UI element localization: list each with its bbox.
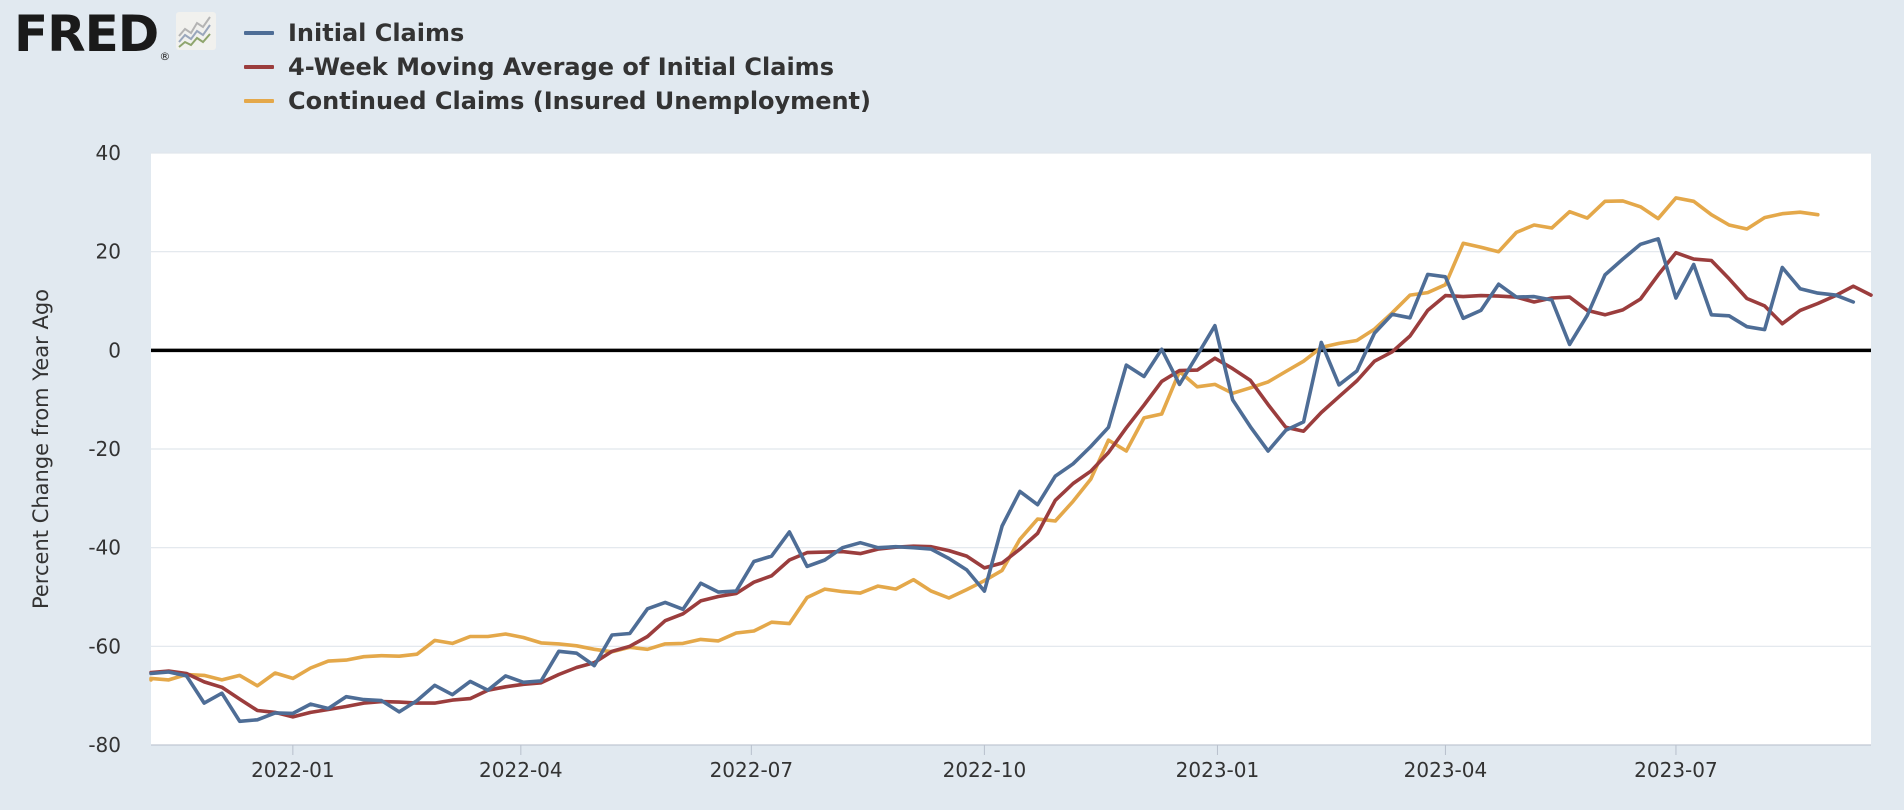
legend-swatch xyxy=(244,31,274,35)
y-tick-label: -60 xyxy=(88,634,121,658)
registered-mark: ® xyxy=(159,50,171,63)
fred-logo-text: FRED xyxy=(14,5,159,63)
fred-chart-icon xyxy=(176,12,217,54)
chart-legend: Initial Claims 4-Week Moving Average of … xyxy=(244,16,871,118)
y-axis-ticks: 40 20 0 -20 -40 -60 -80 xyxy=(88,141,121,757)
y-tick-label: 20 xyxy=(96,240,121,264)
legend-swatch xyxy=(244,65,274,69)
legend-item-4-week-average[interactable]: 4-Week Moving Average of Initial Claims xyxy=(244,50,871,84)
series-layer xyxy=(149,196,1873,724)
legend-label: Continued Claims (Insured Unemployment) xyxy=(288,87,871,115)
chart-header: FRED ® Initial Claims 4-Week Moving Aver… xyxy=(0,0,1904,130)
legend-item-continued-claims[interactable]: Continued Claims (Insured Unemployment) xyxy=(244,84,871,118)
series-line-initial-claims xyxy=(149,237,1856,724)
x-tick-label: 2023-07 xyxy=(1634,758,1718,782)
y-tick-label: 0 xyxy=(108,338,121,362)
y-axis-label: Percent Change from Year Ago xyxy=(29,289,53,609)
x-tick-label: 2023-01 xyxy=(1176,758,1260,782)
x-axis-ticks: 2022-01 2022-04 2022-07 2022-10 2023-01 2023-… xyxy=(151,744,1871,782)
y-tick-label: -80 xyxy=(88,733,121,757)
y-tick-label: -40 xyxy=(88,536,121,560)
x-tick-label: 2022-10 xyxy=(943,758,1027,782)
x-tick-label: 2022-01 xyxy=(251,758,335,782)
x-tick-label: 2022-04 xyxy=(479,758,563,782)
y-tick-label: 40 xyxy=(96,141,121,165)
x-tick-label: 2023-04 xyxy=(1404,758,1488,782)
y-tick-label: -20 xyxy=(88,437,121,461)
legend-swatch xyxy=(244,99,274,103)
x-tick-label: 2022-07 xyxy=(710,758,794,782)
fred-logo[interactable]: FRED ® xyxy=(14,5,217,63)
legend-label: Initial Claims xyxy=(288,19,465,47)
series-line-4-week-moving-average-of-initial-claims xyxy=(149,250,1873,719)
legend-label: 4-Week Moving Average of Initial Claims xyxy=(288,53,834,81)
series-line-continued-claims-insured-unemployment xyxy=(149,196,1820,688)
legend-item-initial-claims[interactable]: Initial Claims xyxy=(244,16,871,50)
